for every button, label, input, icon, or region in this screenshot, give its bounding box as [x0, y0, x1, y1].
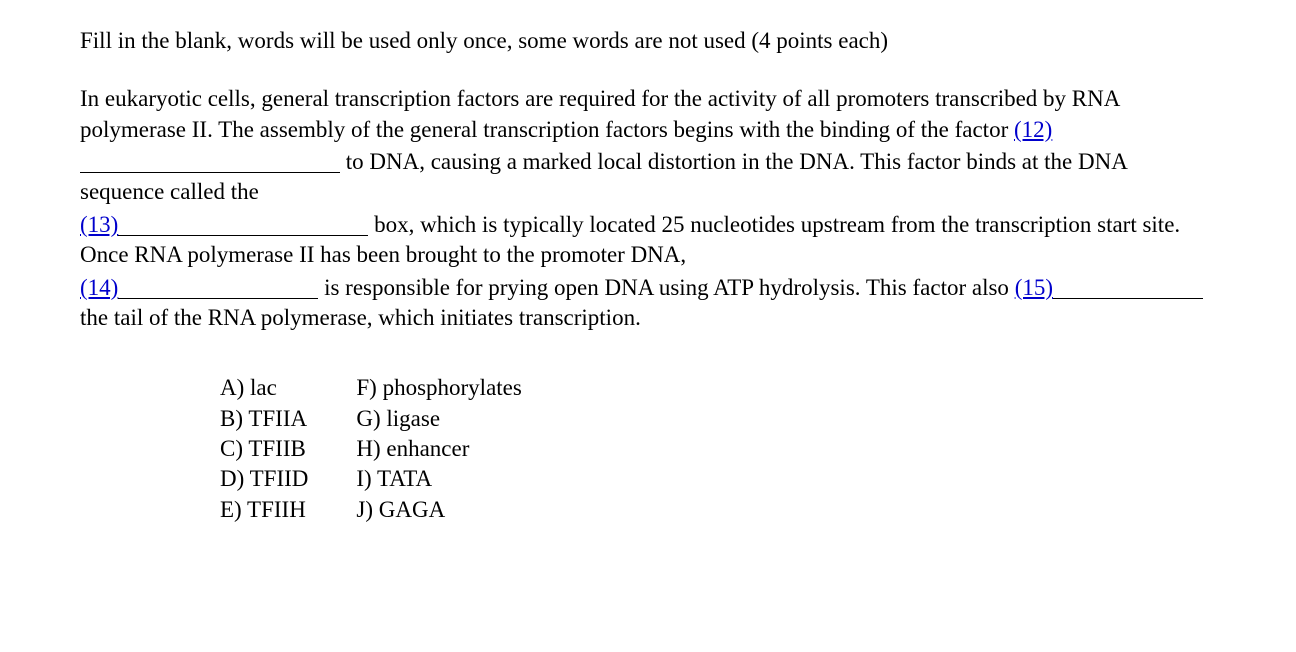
passage-segment: is responsible for prying open DNA using… — [318, 275, 1014, 300]
option-b: B) TFIIA — [220, 404, 308, 434]
passage-segment: In eukaryotic cells, general transcripti… — [80, 86, 1119, 141]
option-g: G) ligase — [356, 404, 521, 434]
options-block: A) lac B) TFIIA C) TFIIB D) TFIID E) TFI… — [80, 373, 1216, 525]
passage-segment: the tail of the RNA polymerase, which in… — [80, 305, 641, 330]
option-a: A) lac — [220, 373, 308, 403]
options-col-1: A) lac B) TFIIA C) TFIIB D) TFIID E) TFI… — [220, 373, 308, 525]
blank-13-line[interactable] — [118, 212, 368, 236]
blank-14-link[interactable]: (14) — [80, 275, 118, 300]
question-page: Fill in the blank, words will be used on… — [0, 0, 1296, 525]
option-j: J) GAGA — [356, 495, 521, 525]
option-e: E) TFIIH — [220, 495, 308, 525]
option-f: F) phosphorylates — [356, 373, 521, 403]
blank-12-link[interactable]: (12) — [1014, 117, 1052, 142]
blank-14-line[interactable] — [118, 275, 318, 299]
option-h: H) enhancer — [356, 434, 521, 464]
passage-text: In eukaryotic cells, general transcripti… — [80, 84, 1216, 333]
option-c: C) TFIIB — [220, 434, 308, 464]
option-d: D) TFIID — [220, 464, 308, 494]
blank-13-link[interactable]: (13) — [80, 212, 118, 237]
option-i: I) TATA — [356, 464, 521, 494]
instructions-text: Fill in the blank, words will be used on… — [80, 26, 1216, 56]
blank-15-line[interactable] — [1053, 275, 1203, 299]
blank-12-line[interactable] — [80, 149, 340, 173]
blank-15-link[interactable]: (15) — [1015, 275, 1053, 300]
options-col-2: F) phosphorylates G) ligase H) enhancer … — [356, 373, 521, 525]
